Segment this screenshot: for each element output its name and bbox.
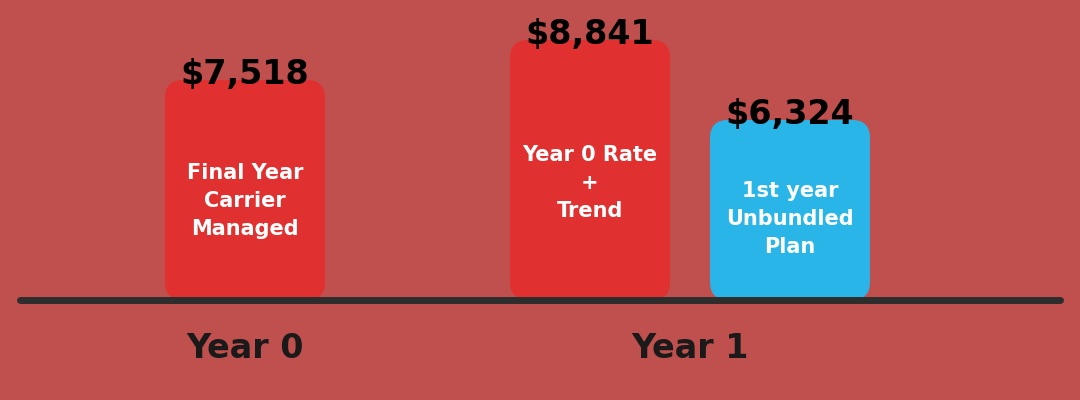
Text: 1st year
Unbundled
Plan: 1st year Unbundled Plan bbox=[726, 181, 854, 257]
Text: Year 0: Year 0 bbox=[186, 332, 303, 365]
Text: Year 0 Rate
+
Trend: Year 0 Rate + Trend bbox=[523, 145, 658, 221]
Text: $6,324: $6,324 bbox=[726, 98, 854, 131]
FancyBboxPatch shape bbox=[165, 80, 325, 300]
Text: $8,841: $8,841 bbox=[526, 18, 654, 51]
FancyBboxPatch shape bbox=[510, 40, 670, 300]
FancyBboxPatch shape bbox=[710, 120, 870, 300]
Text: Year 1: Year 1 bbox=[632, 332, 748, 365]
Text: Final Year
Carrier
Managed: Final Year Carrier Managed bbox=[187, 163, 303, 239]
Text: $7,518: $7,518 bbox=[180, 58, 309, 91]
